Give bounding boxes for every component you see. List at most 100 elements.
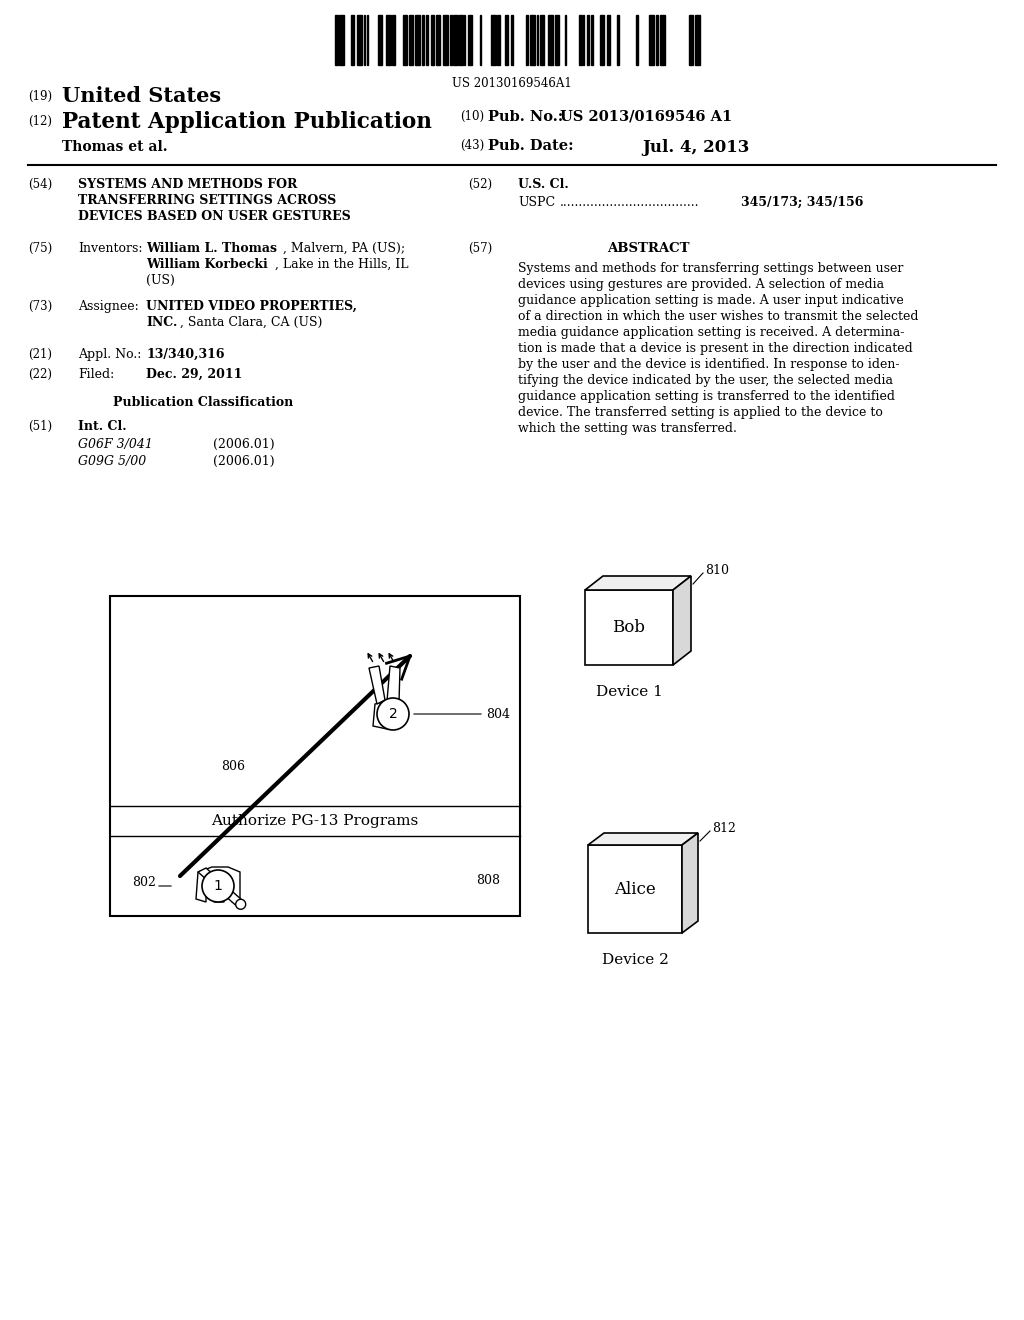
Bar (555, 15, 559, 65)
Polygon shape (387, 667, 400, 702)
Bar (497, 15, 500, 65)
Bar (378, 15, 382, 65)
Text: Pub. Date:: Pub. Date: (488, 139, 573, 153)
Text: guidance application setting is transferred to the identified: guidance application setting is transfer… (518, 389, 895, 403)
Text: ....................................: .................................... (560, 195, 699, 209)
Text: INC.: INC. (146, 315, 177, 329)
Text: 804: 804 (486, 708, 510, 721)
Polygon shape (369, 667, 385, 704)
Circle shape (202, 870, 234, 902)
Text: devices using gestures are provided. A selection of media: devices using gestures are provided. A s… (518, 279, 884, 290)
Text: (52): (52) (468, 178, 493, 191)
Circle shape (236, 899, 246, 909)
Text: Device 2: Device 2 (601, 953, 669, 968)
Text: , Santa Clara, CA (US): , Santa Clara, CA (US) (180, 315, 323, 329)
Text: (22): (22) (28, 368, 52, 381)
Text: media guidance application setting is received. A determina-: media guidance application setting is re… (518, 326, 904, 339)
Bar (585, 590, 673, 665)
Polygon shape (585, 576, 691, 590)
Text: , Lake in the Hills, IL: , Lake in the Hills, IL (275, 257, 409, 271)
Text: Authorize PG-13 Programs: Authorize PG-13 Programs (211, 814, 419, 828)
Text: Filed:: Filed: (78, 368, 115, 381)
Bar (526, 15, 528, 65)
Bar (335, 15, 338, 65)
Polygon shape (373, 700, 406, 729)
Bar (649, 15, 654, 65)
Text: William Korbecki: William Korbecki (146, 257, 267, 271)
Text: Alice: Alice (614, 880, 656, 898)
Text: G09G 5/00: G09G 5/00 (78, 455, 146, 469)
Bar (409, 15, 413, 65)
Polygon shape (196, 867, 240, 902)
Text: (10): (10) (460, 110, 484, 123)
Text: 806: 806 (221, 759, 245, 772)
Text: Pub. No.:: Pub. No.: (488, 110, 563, 124)
Text: 2: 2 (389, 708, 397, 721)
Text: (12): (12) (28, 115, 52, 128)
Text: United States: United States (62, 86, 221, 106)
Text: 802: 802 (132, 875, 156, 888)
Text: by the user and the device is identified. In response to iden-: by the user and the device is identified… (518, 358, 899, 371)
Bar (636, 15, 638, 65)
Text: 812: 812 (712, 822, 736, 836)
Bar (431, 15, 434, 65)
Text: U.S. Cl.: U.S. Cl. (518, 178, 568, 191)
Text: USPC: USPC (518, 195, 555, 209)
Text: 1: 1 (214, 879, 222, 894)
Text: guidance application setting is made. A user input indicative: guidance application setting is made. A … (518, 294, 904, 308)
Text: Jul. 4, 2013: Jul. 4, 2013 (643, 139, 750, 156)
Text: Thomas et al.: Thomas et al. (62, 140, 168, 154)
Text: TRANSFERRING SETTINGS ACROSS: TRANSFERRING SETTINGS ACROSS (78, 194, 336, 207)
Bar (436, 15, 440, 65)
Bar (386, 15, 391, 65)
Bar (426, 15, 428, 65)
Bar (415, 15, 420, 65)
Bar (548, 15, 553, 65)
Text: Publication Classification: Publication Classification (113, 396, 293, 409)
Bar (450, 15, 452, 65)
Text: UNITED VIDEO PROPERTIES,: UNITED VIDEO PROPERTIES, (146, 300, 357, 313)
Text: (19): (19) (28, 90, 52, 103)
Bar (530, 15, 535, 65)
Text: tion is made that a device is present in the direction indicated: tion is made that a device is present in… (518, 342, 912, 355)
Bar (443, 15, 449, 65)
Bar (392, 15, 395, 65)
Bar (490, 15, 496, 65)
Bar (600, 15, 604, 65)
Text: Inventors:: Inventors: (78, 242, 142, 255)
Text: DEVICES BASED ON USER GESTURES: DEVICES BASED ON USER GESTURES (78, 210, 351, 223)
Bar (660, 15, 665, 65)
Text: device. The transferred setting is applied to the device to: device. The transferred setting is appli… (518, 407, 883, 418)
Circle shape (377, 698, 409, 730)
Text: 345/173; 345/156: 345/173; 345/156 (740, 195, 863, 209)
Bar (579, 15, 582, 65)
Text: William L. Thomas: William L. Thomas (146, 242, 278, 255)
Bar (339, 15, 344, 65)
Bar (511, 15, 513, 65)
Text: (2006.01): (2006.01) (213, 438, 274, 451)
Text: Device 1: Device 1 (596, 685, 663, 700)
Text: G06F 3/041: G06F 3/041 (78, 438, 153, 451)
Polygon shape (682, 833, 698, 933)
Text: US 20130169546A1: US 20130169546A1 (453, 77, 571, 90)
Text: Dec. 29, 2011: Dec. 29, 2011 (146, 368, 243, 381)
Bar (656, 15, 658, 65)
Text: 13/340,316: 13/340,316 (146, 348, 224, 360)
Text: (73): (73) (28, 300, 52, 313)
Text: of a direction in which the user wishes to transmit the selected: of a direction in which the user wishes … (518, 310, 919, 323)
Bar (591, 15, 593, 65)
Text: ABSTRACT: ABSTRACT (607, 242, 689, 255)
Text: Bob: Bob (612, 619, 645, 635)
Text: , Malvern, PA (US);: , Malvern, PA (US); (283, 242, 406, 255)
Bar (422, 15, 424, 65)
Bar (351, 15, 354, 65)
Text: 810: 810 (705, 565, 729, 578)
Text: Systems and methods for transferring settings between user: Systems and methods for transferring set… (518, 261, 903, 275)
Text: tifying the device indicated by the user, the selected media: tifying the device indicated by the user… (518, 374, 893, 387)
Bar (453, 15, 458, 65)
Polygon shape (673, 576, 691, 665)
Bar (607, 15, 610, 65)
Bar (357, 15, 362, 65)
Text: US 2013/0169546 A1: US 2013/0169546 A1 (560, 110, 732, 124)
Text: (75): (75) (28, 242, 52, 255)
